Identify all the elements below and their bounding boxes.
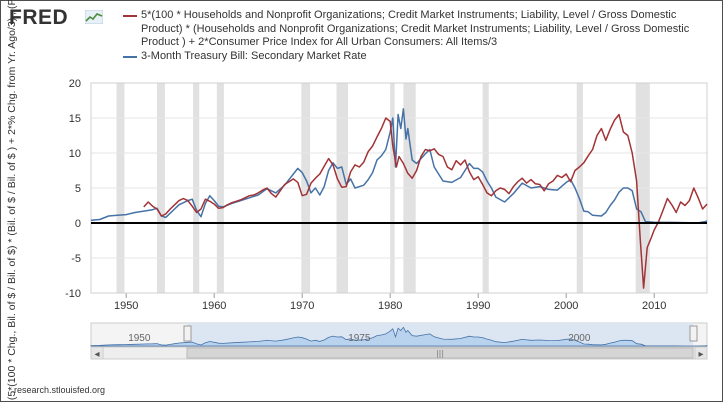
navigator-tick-label-2: 2000 <box>568 333 591 344</box>
y-tick-label-2: 0 <box>75 218 81 230</box>
y-tick-label-3: 5 <box>75 183 81 195</box>
y-tick-label-0: -10 <box>65 288 81 300</box>
scrollbar-grip-icon: ||| <box>436 349 444 358</box>
legend-swatch-series-1 <box>123 15 137 17</box>
legend-label-series-1: 5*(100 * Households and Nonprofit Organi… <box>141 9 690 48</box>
series-line-2 <box>90 108 708 224</box>
series-line-1 <box>143 113 708 289</box>
line-chart-icon <box>85 10 103 24</box>
x-tick-label-4: 1990 <box>466 300 490 312</box>
scrollbar[interactable]: ◂ ▸ ||| <box>90 346 708 360</box>
fred-logo[interactable]: FRED <box>9 6 69 29</box>
navigator-tick-label-1: 1975 <box>348 333 371 344</box>
y-tick-label-4: 10 <box>69 148 81 160</box>
legend-item-series-2[interactable]: 3-Month Treasury Bill: Secondary Market … <box>123 50 713 64</box>
y-tick-label-1: -5 <box>71 253 81 265</box>
scroll-right-arrow-icon: ▸ <box>698 349 703 360</box>
x-tick-label-3: 1980 <box>378 300 402 312</box>
scroll-left-button[interactable] <box>90 346 104 360</box>
navigator: 1950 1975 2000 <box>90 322 708 347</box>
y-tick-label-5: 15 <box>69 113 81 125</box>
navigator-tick-label-0: 1950 <box>128 333 151 344</box>
plot-border <box>90 82 708 294</box>
navigator-left-handle[interactable] <box>183 325 192 342</box>
legend-label-series-2: 3-Month Treasury Bill: Secondary Market … <box>141 49 367 62</box>
legend-item-series-1[interactable]: 5*(100 * Households and Nonprofit Organi… <box>123 9 713 50</box>
x-tick-label-0: 1950 <box>114 300 138 312</box>
scroll-left-arrow-icon: ◂ <box>94 349 99 360</box>
navigator-right-handle[interactable] <box>689 325 698 342</box>
x-tick-label-1: 1960 <box>202 300 226 312</box>
y-tick-label-6: 20 <box>69 78 81 90</box>
scroll-right-button[interactable] <box>694 346 708 360</box>
navigator-series <box>90 326 708 347</box>
source-link[interactable]: research.stlouisfed.org <box>14 385 106 395</box>
scrollbar-thumb[interactable] <box>186 347 694 359</box>
x-tick-label-6: 2010 <box>642 300 666 312</box>
legend-swatch-series-2 <box>123 55 137 58</box>
x-tick-label-5: 2000 <box>554 300 578 312</box>
x-tick-label-2: 1970 <box>290 300 314 312</box>
chart-legend: 5*(100 * Households and Nonprofit Organi… <box>123 9 713 63</box>
